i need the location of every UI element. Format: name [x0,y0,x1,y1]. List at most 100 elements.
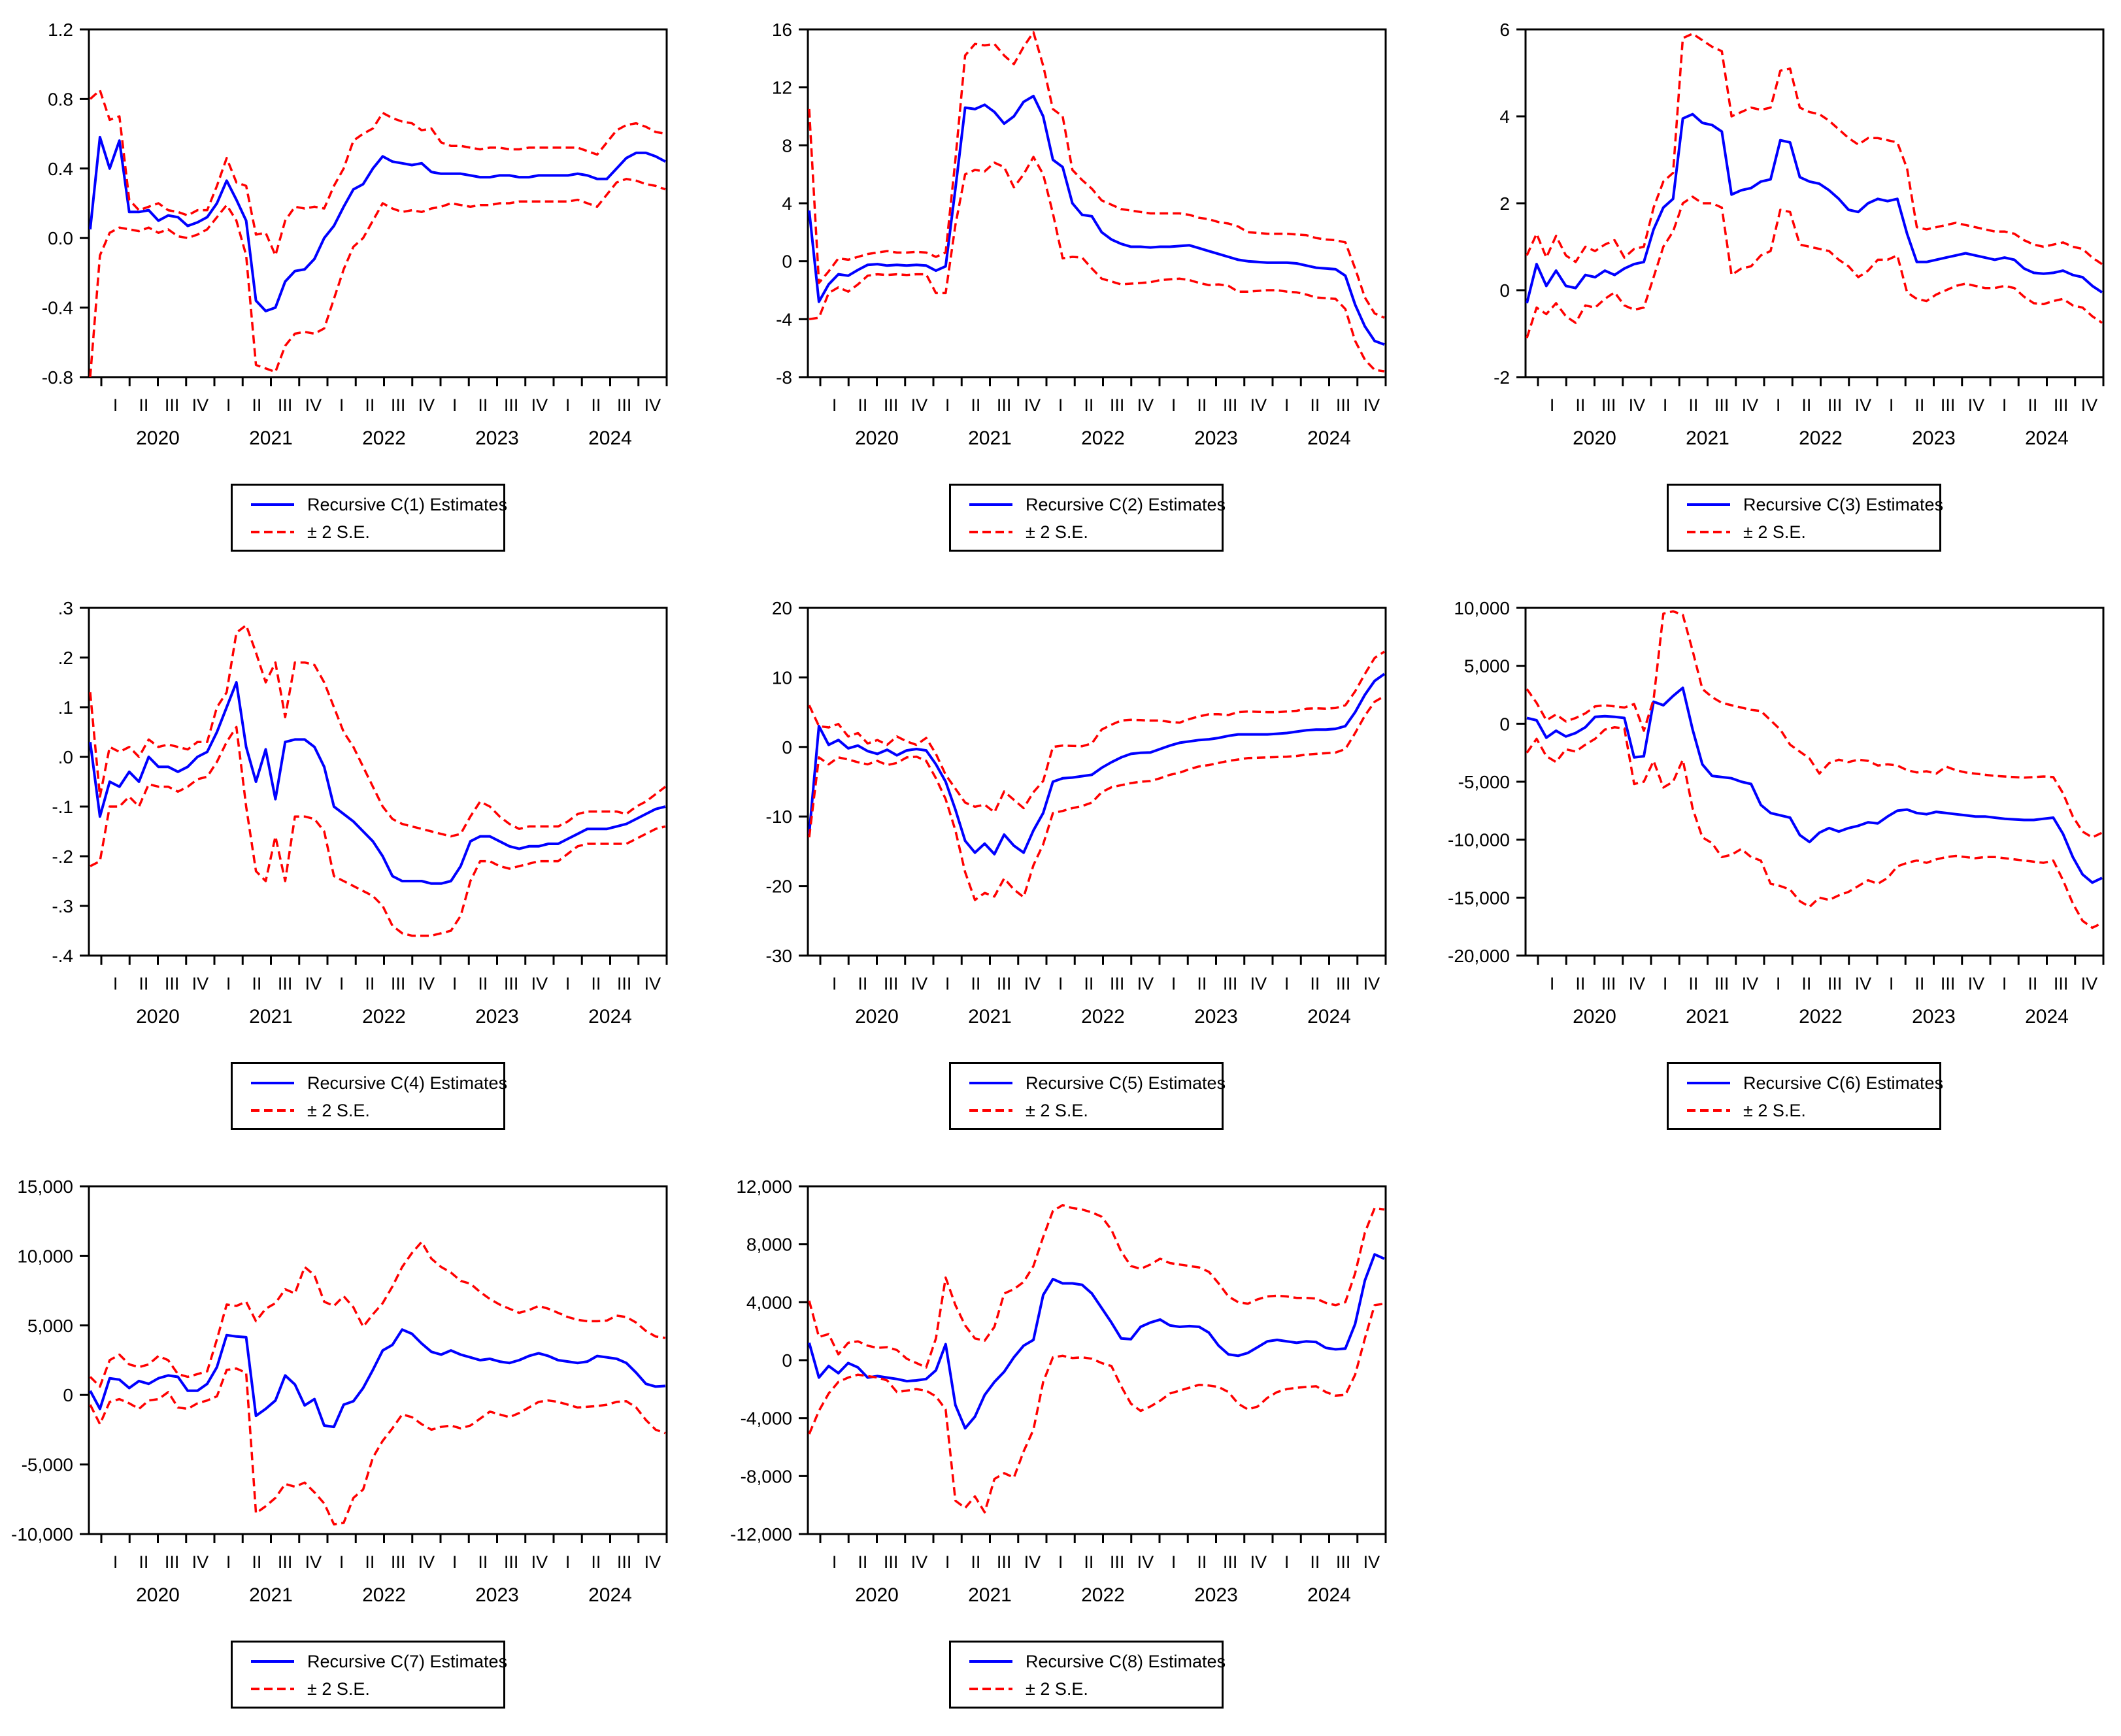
svg-text:III: III [1714,395,1729,415]
chart-c5: 20 10 0 -10 -20 -30 I II III IV I II III IV I II III IV I I… [707,578,1414,1157]
svg-text:II: II [1310,395,1320,415]
estimate-line-sample-icon [251,503,294,506]
svg-text:III: III [391,1552,406,1572]
svg-text:IV: IV [1250,974,1267,993]
svg-text:I: I [226,395,231,415]
svg-text:-10,000: -10,000 [11,1524,73,1544]
svg-text:2024: 2024 [588,1584,632,1606]
svg-text:II: II [1688,395,1698,415]
svg-text:2020: 2020 [1573,427,1616,449]
svg-text:2020: 2020 [855,1006,899,1027]
svg-text:2020: 2020 [136,1584,180,1606]
svg-text:IV: IV [418,395,435,415]
svg-text:-.4: -.4 [52,946,73,966]
svg-text:II: II [365,974,375,993]
svg-text:I: I [113,395,118,415]
svg-text:III: III [391,395,406,415]
svg-text:II: II [478,974,488,993]
svg-text:II: II [1197,1552,1207,1572]
svg-text:I: I [945,395,950,415]
svg-text:I: I [832,1552,837,1572]
svg-text:IV: IV [531,1552,548,1572]
svg-text:IV: IV [2081,974,2098,993]
svg-text:IV: IV [531,974,548,993]
svg-text:2022: 2022 [1081,1006,1125,1027]
svg-text:16: 16 [772,20,792,40]
svg-text:II: II [1310,974,1320,993]
svg-text:IV: IV [2081,395,2098,415]
svg-text:I: I [1171,1552,1177,1572]
svg-text:III: III [165,395,180,415]
svg-text:-4: -4 [776,309,792,329]
svg-text:II: II [2028,974,2037,993]
estimate-line-sample-icon [251,1082,294,1084]
svg-text:2023: 2023 [1194,1006,1238,1027]
chart-c8: 12,000 8,000 4,000 0 -4,000 -8,000 -12,000 I II I… [707,1157,1414,1735]
legend-row-estimate: Recursive C(6) Estimates [1687,1072,1943,1094]
svg-text:I: I [2002,974,2007,993]
svg-text:IV: IV [1363,974,1380,993]
svg-text:I: I [1663,395,1668,415]
svg-text:II: II [1914,974,1924,993]
svg-text:2024: 2024 [588,1006,632,1027]
svg-text:2023: 2023 [475,1006,519,1027]
svg-text:IV: IV [1024,1552,1041,1572]
svg-text:III: III [1714,974,1729,993]
legend-label-se: ± 2 S.E. [1026,1678,1088,1699]
svg-text:-2: -2 [1494,367,1510,388]
svg-text:IV: IV [1742,974,1759,993]
legend-row-se: ± 2 S.E. [251,1678,498,1700]
svg-text:2023: 2023 [1194,1584,1238,1606]
svg-text:IV: IV [1137,395,1154,415]
legend-row-se: ± 2 S.E. [969,1678,1216,1700]
svg-text:II: II [858,974,867,993]
svg-text:I: I [1171,974,1177,993]
svg-text:12: 12 [772,78,792,98]
svg-text:.2: .2 [58,648,73,668]
svg-text:I: I [1171,395,1177,415]
svg-text:2021: 2021 [1686,427,1729,449]
legend-label-estimates: Recursive C(7) Estimates [307,1651,508,1671]
legend-label-estimates: Recursive C(3) Estimates [1743,494,1944,514]
legend-label-estimates: Recursive C(4) Estimates [307,1073,508,1093]
svg-text:I: I [113,974,118,993]
svg-text:IV: IV [911,1552,928,1572]
legend-label-se: ± 2 S.E. [1026,1100,1088,1120]
legend-label-se: ± 2 S.E. [307,522,370,542]
svg-text:I: I [339,1552,344,1572]
svg-text:2: 2 [1499,193,1510,214]
svg-text:IV: IV [1363,1552,1380,1572]
svg-text:10: 10 [772,667,792,688]
svg-text:15,000: 15,000 [17,1177,73,1197]
svg-text:II: II [139,974,148,993]
legend-label-estimates: Recursive C(6) Estimates [1743,1073,1944,1093]
svg-text:2022: 2022 [1081,427,1125,449]
svg-text:-4,000: -4,000 [741,1409,792,1429]
svg-text:I: I [832,395,837,415]
svg-text:IV: IV [192,974,209,993]
svg-text:IV: IV [1742,395,1759,415]
svg-text:I: I [1284,395,1290,415]
svg-text:III: III [1336,974,1351,993]
svg-text:-12,000: -12,000 [730,1524,792,1544]
svg-text:IV: IV [1137,1552,1154,1572]
svg-text:II: II [1310,1552,1320,1572]
legend-label-se: ± 2 S.E. [307,1100,370,1120]
se-line-sample-icon [969,531,1012,533]
svg-text:-20,000: -20,000 [1448,946,1510,966]
svg-text:I: I [226,974,231,993]
estimate-line-sample-icon [1687,503,1730,506]
svg-text:IV: IV [644,1552,661,1572]
svg-text:II: II [1801,974,1811,993]
chart-c3-legend: Recursive C(3) Estimates ± 2 S.E. [1667,484,1944,552]
svg-text:II: II [365,1552,375,1572]
svg-text:IV: IV [305,974,322,993]
svg-text:I: I [565,974,571,993]
svg-text:0.4: 0.4 [48,159,73,179]
chart-c8-legend: Recursive C(8) Estimates ± 2 S.E. [949,1641,1226,1709]
svg-text:II: II [1084,395,1094,415]
svg-text:III: III [165,974,180,993]
